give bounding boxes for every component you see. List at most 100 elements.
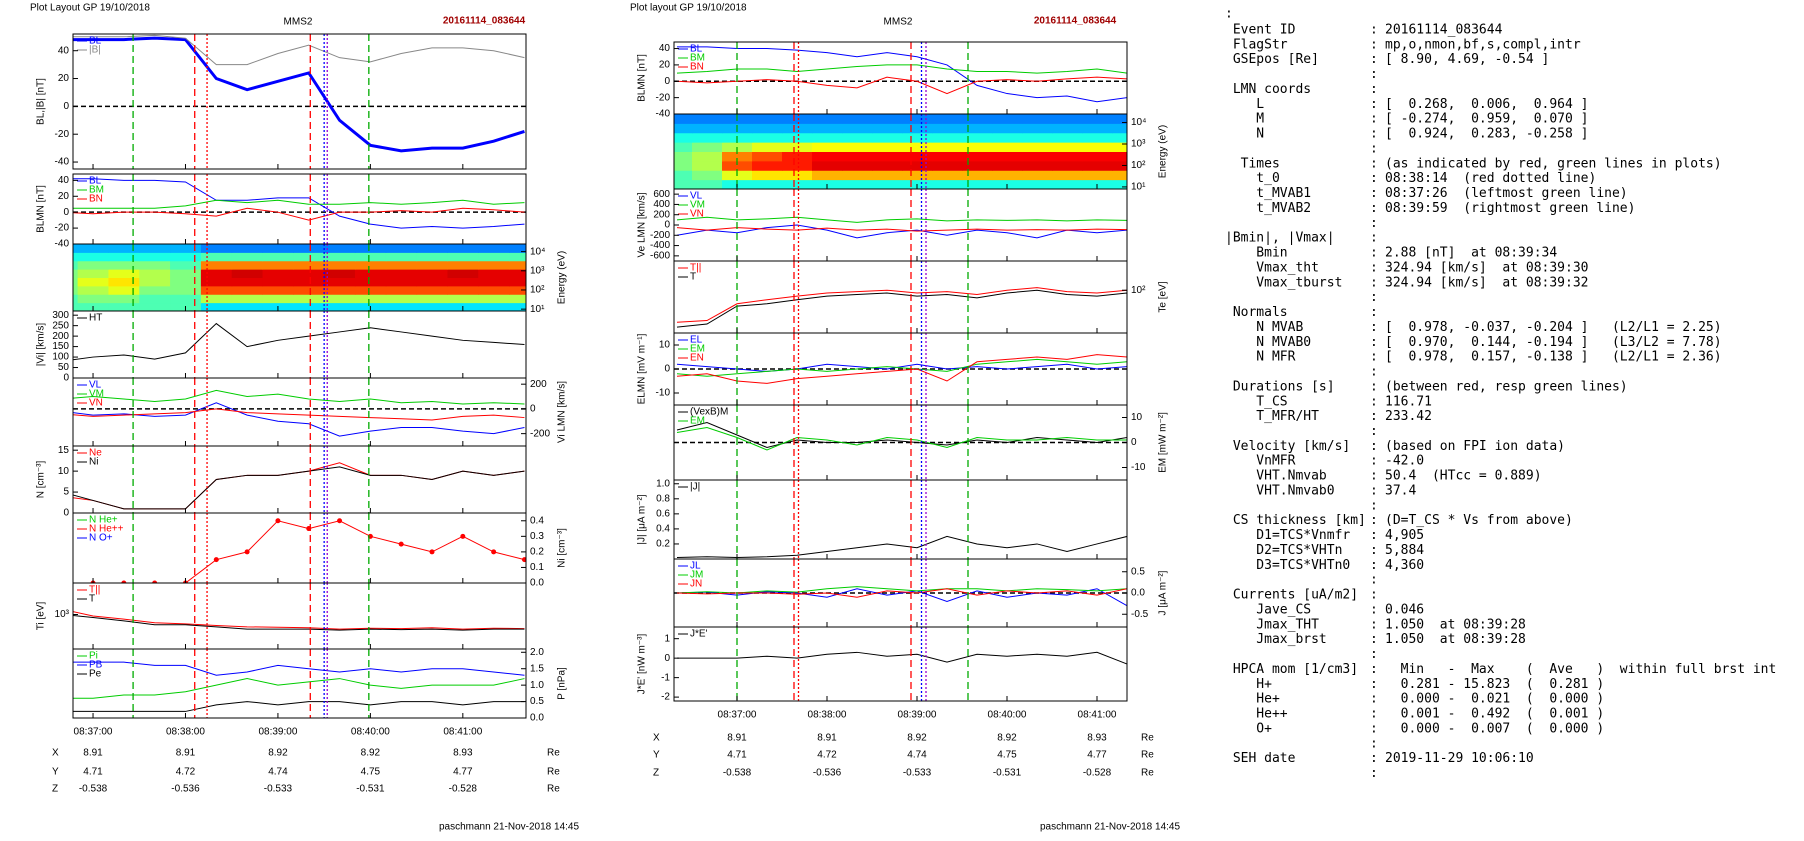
y-axis-label: Te [eV] [1158,281,1169,312]
y-tick-label: 10¹ [530,304,545,315]
y-tick-label: 0.4 [656,524,670,535]
spectrogram-cell [674,142,693,152]
spectrogram-cell [1112,114,1127,124]
info-separator: : [1370,617,1378,632]
x-tick-label: 08:39:00 [258,727,297,738]
y-tick-label: 50 [58,362,70,373]
y-axis-label: Energy (eV) [557,251,568,304]
x-tick-label: 08:38:00 [808,710,847,721]
spectrogram-cell [416,252,448,262]
info-separator: : [1370,186,1378,201]
spectrogram-cell [1082,151,1113,162]
panel-frame [72,33,527,170]
y-axis-label: BLMN [nT] [637,54,648,102]
info-separator: : [1370,67,1378,82]
info-label: Jmax_brst [1225,632,1327,647]
spectrogram-cell [385,302,418,311]
info-label: N MVAB [1225,320,1303,335]
y-axis-label: P [nPa] [557,667,568,700]
y-tick-label: 0.0 [530,578,544,589]
position-name: Y [52,767,59,778]
info-value: 08:38:14 (red dotted line) [1385,171,1596,186]
spectrogram-cell [324,269,356,278]
position-value: 4.74 [268,767,288,778]
panel-1 [73,174,526,244]
spectrogram-cell [200,244,233,253]
spectrogram-cell [200,252,233,262]
spectrogram-cell [842,114,873,124]
spectrogram-cell [139,260,171,270]
legend-label: VL [89,380,102,391]
spectrogram-cell [139,277,171,287]
info-value: 0.000 - 0.021 ( 0.000 ) [1385,692,1604,707]
spectrogram-cell [692,132,723,143]
spectrogram-cell [108,302,140,311]
spectrogram-cell [722,160,753,171]
series-point [152,580,158,583]
spectrogram-cell [447,260,479,270]
info-label: T_MFR/HT [1225,409,1319,424]
spectrogram-cell [478,244,510,253]
panel-7 [73,583,525,649]
spectrogram-cell [872,114,903,124]
info-separator: : [1370,290,1378,305]
y-tick-label: 200 [530,379,547,390]
spectrogram-cell [674,123,693,134]
spectrogram-cell [293,252,325,262]
event-id: 20161114_083644 [1034,16,1117,27]
info-value: 116.71 [1385,394,1432,409]
spectrogram-cell [674,151,693,162]
spectrogram-cell [262,277,294,287]
info-value: 1.050 at 08:39:28 [1385,617,1526,632]
spectrogram-cell [962,160,993,171]
spectrogram-cell [478,285,510,295]
info-label: M [1225,112,1264,127]
series-line [73,199,525,209]
info-separator: : [1370,424,1378,439]
spectrogram-cell [385,277,418,287]
spectrogram-cell [416,269,448,278]
series-line [677,46,1127,103]
position-unit: Re [547,784,560,795]
spectrogram-cell [139,294,171,304]
x-tick-label: 08:41:00 [443,727,482,738]
spectrogram-cell [932,123,963,134]
spectrogram-cell [902,170,933,181]
spectrogram-cell [200,302,233,311]
info-value: 08:37:26 (leftmost green line) [1385,186,1628,201]
info-value: 20161114_083644 [1385,23,1503,38]
series-line [676,287,1127,323]
y-tick-label: 10⁴ [1131,117,1146,128]
y-tick-label: -200 [530,428,550,439]
spectrogram-cell [293,285,325,295]
y-tick-label: 10² [530,285,545,296]
y-tick-label: 5 [63,487,69,498]
series-point [491,549,497,555]
y-tick-label: 10 [659,340,671,351]
spectrogram-cell [782,170,813,181]
spectrogram-cell [1022,132,1053,143]
info-separator: : [1370,766,1378,781]
y-tick-label: 10¹ [1131,182,1146,193]
series-line [676,426,1127,451]
series-point [460,533,466,539]
y-tick-label: -1 [661,672,670,683]
panel-2 [676,189,1127,261]
legend-label: N He++ [89,524,124,535]
layout-note: Plot layout GP 19/10/2018 [630,3,747,14]
spectrogram-cell [902,123,933,134]
series-line [676,216,1127,223]
layout-note: Plot Layout GP 19/10/2018 [30,3,150,14]
info-label: t_0 [1225,171,1280,186]
spectrogram-cell [354,269,387,278]
legend-label: EL [690,335,703,346]
spectrogram-cell [842,132,873,143]
y-tick-label: 1.0 [656,478,670,489]
legend-label: BL [89,176,102,187]
info-value: (D=T_CS * Vs from above) [1385,513,1573,528]
legend-label: EM [690,416,705,427]
spectrogram-cell [812,151,843,162]
spectrogram-cell [782,123,813,134]
position-name: X [52,748,59,759]
y-tick-label: 200 [653,209,670,220]
